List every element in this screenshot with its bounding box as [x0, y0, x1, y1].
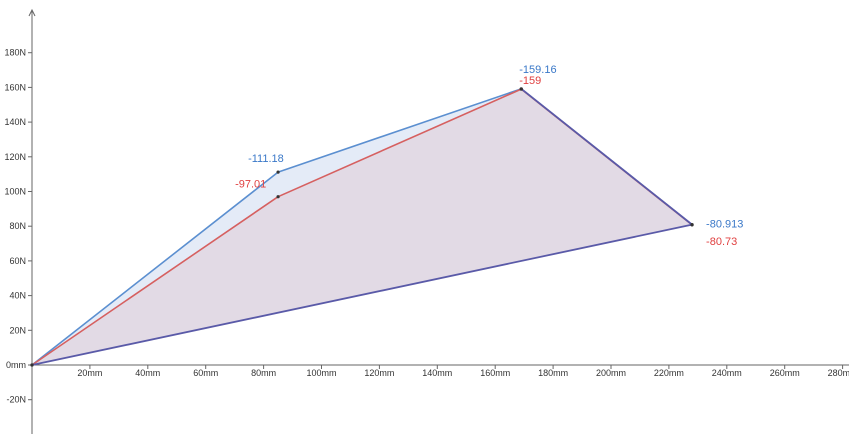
x-tick-label: 100mm	[306, 368, 336, 378]
x-tick-label: 60mm	[193, 368, 218, 378]
series-2-point	[690, 223, 694, 227]
axes: 20mm 40mm 60mm 80mm 100mm 120mm 140mm 160mm 180m…	[4, 8, 849, 434]
series-2-data-label: -80.73	[706, 236, 737, 248]
x-tick-label: 280mm	[828, 368, 849, 378]
x-tick-label: 200mm	[596, 368, 626, 378]
series-2-area	[32, 89, 693, 365]
y-tick-label: 140N	[4, 117, 26, 127]
y-tick-label: 20N	[9, 325, 26, 335]
x-tick-label: 260mm	[770, 368, 800, 378]
descending-segment-line	[520, 88, 693, 226]
series-1-point	[276, 170, 280, 174]
data-labels: -111.18 -159.16 -80.913 -97.01 -159 -80.73	[235, 64, 743, 248]
x-tick-label: 20mm	[77, 368, 102, 378]
y-tick-label: 120N	[4, 152, 26, 162]
series-lines	[31, 88, 693, 366]
y-tick-label: 100N	[4, 187, 26, 197]
series-1-data-label: -111.18	[248, 153, 284, 165]
series-2-data-label: -159	[519, 75, 541, 87]
series-1-data-label: -159.16	[519, 64, 556, 76]
series-2-point	[519, 87, 523, 91]
y-tick-label: 160N	[4, 82, 26, 92]
y-tick-label: 40N	[9, 291, 26, 301]
x-tick-label: 40mm	[135, 368, 160, 378]
x-tick-label: 180mm	[538, 368, 568, 378]
x-tick-label: 80mm	[251, 368, 276, 378]
y-tick-label: 60N	[9, 256, 26, 266]
x-tick-label: 140mm	[422, 368, 452, 378]
y-tick-label: 80N	[9, 221, 26, 231]
y-tick-label: 0mm	[6, 360, 26, 370]
area-fills	[32, 88, 693, 366]
x-tick-label: 120mm	[364, 368, 394, 378]
x-tick-label: 160mm	[480, 368, 510, 378]
y-tick-label: 180N	[4, 48, 26, 58]
x-tick-label: 240mm	[712, 368, 742, 378]
closing-line	[31, 223, 693, 366]
series-1-data-label: -80.913	[706, 219, 743, 231]
y-tick-label: -20N	[6, 395, 26, 405]
data-points	[30, 87, 694, 367]
series-2-data-label: -97.01	[235, 179, 266, 191]
series-2-point	[276, 195, 280, 199]
y-axis-arrow	[28, 8, 36, 17]
x-tick-label: 220mm	[654, 368, 684, 378]
series-2-point	[30, 363, 34, 367]
